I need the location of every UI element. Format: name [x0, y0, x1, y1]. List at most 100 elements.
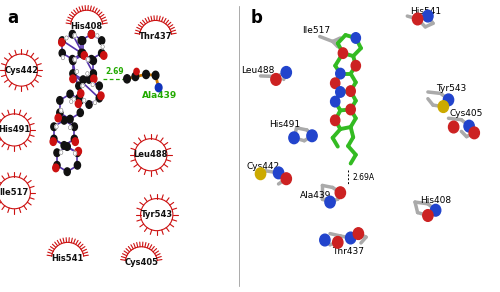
Circle shape [96, 34, 99, 38]
Circle shape [68, 126, 71, 130]
Circle shape [96, 82, 102, 90]
Text: Thr437: Thr437 [139, 32, 172, 41]
Circle shape [336, 87, 345, 97]
Circle shape [256, 168, 266, 180]
Circle shape [330, 78, 340, 88]
Circle shape [124, 75, 130, 83]
Circle shape [76, 82, 82, 90]
Circle shape [60, 150, 63, 154]
Circle shape [412, 13, 423, 25]
Circle shape [335, 187, 345, 199]
Circle shape [62, 56, 64, 60]
Circle shape [469, 127, 480, 139]
Text: Tyr543: Tyr543 [436, 84, 466, 93]
Circle shape [423, 210, 433, 221]
Circle shape [332, 237, 343, 248]
Circle shape [325, 196, 335, 208]
Text: His541: His541 [52, 254, 84, 263]
Circle shape [281, 67, 291, 78]
Circle shape [338, 48, 347, 58]
Text: His541: His541 [410, 7, 441, 16]
Circle shape [72, 135, 78, 143]
Circle shape [61, 142, 67, 149]
Circle shape [98, 92, 104, 100]
Circle shape [88, 30, 94, 38]
Circle shape [58, 39, 65, 46]
Circle shape [61, 117, 67, 124]
Circle shape [274, 167, 283, 179]
Circle shape [142, 70, 150, 79]
Circle shape [271, 74, 281, 85]
Text: Tyr543: Tyr543 [140, 210, 173, 219]
Circle shape [281, 173, 291, 185]
Circle shape [78, 37, 84, 44]
Circle shape [94, 101, 96, 105]
Circle shape [55, 114, 62, 122]
Circle shape [57, 97, 63, 104]
Circle shape [88, 31, 94, 38]
Circle shape [64, 143, 70, 150]
Circle shape [78, 90, 84, 97]
Circle shape [76, 100, 82, 107]
Text: 2.69: 2.69 [106, 67, 124, 76]
Circle shape [67, 90, 73, 98]
Circle shape [77, 97, 84, 104]
Circle shape [423, 10, 433, 22]
Circle shape [76, 147, 82, 155]
Circle shape [134, 68, 139, 75]
Circle shape [80, 37, 86, 44]
Circle shape [448, 121, 459, 133]
Text: Cys442: Cys442 [4, 66, 38, 74]
Circle shape [80, 49, 86, 57]
Circle shape [336, 68, 345, 79]
Circle shape [444, 94, 454, 106]
Circle shape [70, 75, 76, 83]
Circle shape [353, 228, 364, 239]
Text: Cys442: Cys442 [246, 162, 280, 171]
Circle shape [64, 168, 70, 175]
Circle shape [330, 96, 340, 107]
Circle shape [59, 49, 66, 57]
Circle shape [57, 109, 63, 117]
Circle shape [72, 138, 78, 145]
Circle shape [59, 37, 66, 44]
Circle shape [346, 86, 356, 96]
Circle shape [81, 84, 84, 88]
Text: His491: His491 [0, 126, 30, 134]
Circle shape [70, 57, 76, 65]
Text: His408: His408 [420, 197, 451, 205]
Text: Ala439: Ala439 [142, 91, 177, 100]
Circle shape [80, 51, 86, 58]
Circle shape [86, 72, 89, 76]
Circle shape [464, 120, 474, 132]
Text: b: b [250, 9, 262, 27]
Circle shape [132, 72, 138, 81]
Circle shape [52, 164, 59, 172]
Circle shape [51, 135, 57, 143]
Circle shape [77, 109, 84, 117]
Circle shape [346, 232, 356, 244]
Circle shape [96, 94, 102, 102]
Circle shape [98, 49, 104, 57]
Text: Ile517: Ile517 [302, 26, 330, 35]
Circle shape [74, 161, 80, 169]
Circle shape [88, 55, 94, 63]
Circle shape [82, 98, 86, 102]
Circle shape [72, 123, 78, 131]
Text: Ala439: Ala439 [300, 191, 332, 199]
Circle shape [73, 34, 76, 38]
Circle shape [76, 94, 82, 102]
Circle shape [98, 37, 104, 44]
Circle shape [101, 45, 104, 49]
Circle shape [86, 76, 92, 83]
Circle shape [90, 70, 96, 77]
Circle shape [152, 71, 159, 79]
Circle shape [67, 115, 73, 123]
Circle shape [100, 52, 107, 59]
Circle shape [70, 100, 73, 104]
Text: Leu488: Leu488 [134, 150, 168, 159]
Circle shape [430, 204, 441, 216]
Circle shape [81, 52, 87, 59]
Circle shape [73, 151, 76, 155]
Text: Thr437: Thr437 [332, 247, 364, 256]
